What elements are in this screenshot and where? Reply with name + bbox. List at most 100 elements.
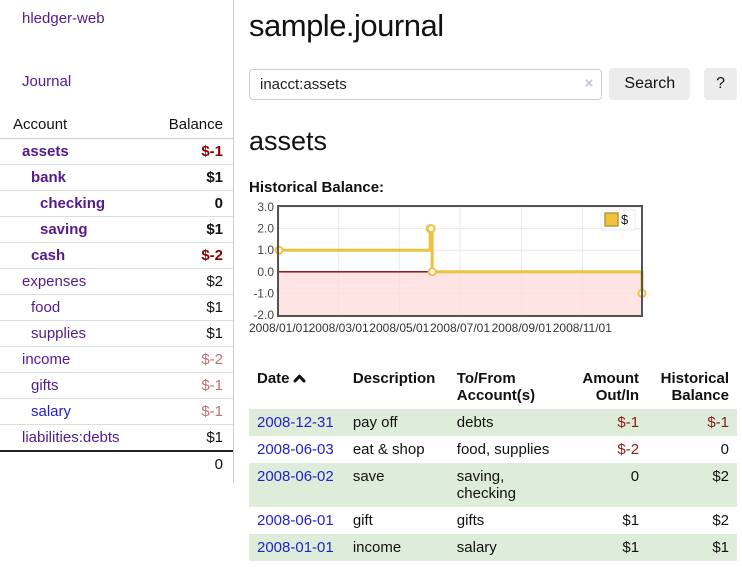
transaction-amount: $1 [571, 507, 648, 534]
transaction-balance: $-1 [647, 409, 737, 436]
search-input[interactable] [249, 69, 602, 100]
help-button[interactable]: ? [704, 68, 737, 100]
account-balance: $1 [142, 217, 233, 243]
account-row: expenses $2 [0, 269, 233, 295]
transaction-balance: $2 [647, 463, 737, 507]
account-link-food[interactable]: food [31, 299, 60, 316]
account-link-salary[interactable]: salary [31, 403, 71, 420]
account-link-saving[interactable]: saving [40, 221, 88, 238]
main-content: sample.journal × Search ? assets Histori… [234, 0, 742, 561]
transaction-description: eat & shop [345, 436, 449, 463]
account-link-supplies[interactable]: supplies [31, 325, 86, 342]
register-col-amount: Amount Out/In [571, 365, 648, 409]
account-link-expenses[interactable]: expenses [22, 273, 86, 290]
sort-ascending-icon [293, 371, 306, 388]
balance-chart-svg: 3.02.01.00.0-1.0-2.02008/01/012008/03/01… [249, 202, 649, 348]
brand-link[interactable]: hledger-web [0, 8, 233, 27]
svg-text:2008/11/01: 2008/11/01 [553, 321, 612, 335]
svg-text:2008/09/01: 2008/09/01 [492, 321, 552, 335]
svg-text:1.0: 1.0 [257, 243, 274, 257]
balance-chart: 3.02.01.00.0-1.0-2.02008/01/012008/03/01… [249, 202, 737, 353]
account-link-income[interactable]: income [22, 351, 70, 368]
search-bar: × Search ? [249, 68, 737, 100]
svg-text:-1.0: -1.0 [253, 286, 274, 300]
account-balance: $1 [142, 165, 233, 191]
transaction-description: gift [345, 507, 449, 534]
account-link-checking[interactable]: checking [40, 195, 105, 212]
search-button[interactable]: Search [609, 68, 690, 100]
accounts-col-account: Account [0, 112, 142, 139]
account-link-assets[interactable]: assets [22, 143, 69, 160]
svg-text:2008/03/01: 2008/03/01 [309, 321, 369, 335]
account-balance: $-2 [142, 347, 233, 373]
account-balance: $2 [142, 269, 233, 295]
sidebar-item-journal[interactable]: Journal [22, 73, 233, 90]
account-balance: $-2 [142, 243, 233, 269]
svg-text:2.0: 2.0 [257, 222, 274, 236]
accounts-col-balance: Balance [142, 112, 233, 139]
transaction-balance: $2 [647, 507, 737, 534]
account-link-cash[interactable]: cash [31, 247, 65, 264]
accounts-header-row: Account Balance [0, 112, 233, 139]
accounts-total-value: 0 [142, 451, 233, 477]
transaction-accounts: saving, checking [449, 463, 571, 507]
svg-text:2008/07/01: 2008/07/01 [430, 321, 490, 335]
transaction-accounts: debts [449, 409, 571, 436]
register-row: 2008-01-01incomesalary$1$1 [249, 534, 737, 561]
svg-text:2008/05/01: 2008/05/01 [369, 321, 429, 335]
register-col-description: Description [345, 365, 449, 409]
account-balance: $1 [142, 321, 233, 347]
search-box: × [249, 69, 602, 100]
transaction-date-link[interactable]: 2008-06-03 [257, 441, 334, 458]
account-row: income $-2 [0, 347, 233, 373]
register-header-row: Date Description To/From Account(s) Amou… [249, 365, 737, 409]
account-title: assets [249, 126, 737, 157]
account-row: checking 0 [0, 191, 233, 217]
transaction-accounts: food, supplies [449, 436, 571, 463]
transaction-accounts: salary [449, 534, 571, 561]
transaction-amount: $-2 [571, 436, 648, 463]
account-row: gifts $-1 [0, 373, 233, 399]
register-row: 2008-06-03 eat & shopfood, supplies$-20 [249, 436, 737, 463]
transaction-date-link[interactable]: 2008-12-31 [257, 414, 334, 431]
page-title: sample.journal [249, 8, 737, 44]
register-col-date[interactable]: Date [249, 365, 345, 409]
transaction-amount: $-1 [571, 409, 648, 436]
account-balance: 0 [142, 191, 233, 217]
transaction-balance: 0 [647, 436, 737, 463]
account-balance: $1 [142, 295, 233, 321]
account-row: salary$-1 [0, 399, 233, 425]
register-row: 2008-06-01giftgifts$1$2 [249, 507, 737, 534]
transaction-date-link[interactable]: 2008-06-02 [257, 468, 334, 485]
svg-text:-2.0: -2.0 [253, 308, 274, 322]
transaction-amount: 0 [571, 463, 648, 507]
account-balance: $-1 [142, 139, 233, 165]
transaction-date-link[interactable]: 2008-01-01 [257, 539, 334, 556]
accounts-table: Account Balance assets $-1 bank $1 checking 0… [0, 112, 233, 477]
svg-text:3.0: 3.0 [257, 202, 274, 214]
account-row: food $1 [0, 295, 233, 321]
account-link-liabilities-debts[interactable]: liabilities:debts [22, 429, 120, 446]
sidebar: hledger-web Journal Account Balance asse… [0, 0, 234, 483]
clear-search-icon[interactable]: × [585, 76, 594, 92]
account-row: liabilities:debts$1 [0, 425, 233, 452]
app-window: hledger-web Journal Account Balance asse… [0, 0, 742, 561]
svg-text:2008/01/01: 2008/01/01 [249, 321, 309, 335]
transaction-balance: $1 [647, 534, 737, 561]
transaction-description: pay off [345, 409, 449, 436]
transaction-date-link[interactable]: 2008-06-01 [257, 512, 334, 529]
transaction-amount: $1 [571, 534, 648, 561]
account-row: saving $1 [0, 217, 233, 243]
account-link-gifts[interactable]: gifts [31, 377, 59, 394]
accounts-total-row: 0 [0, 451, 233, 477]
register-col-balance: Historical Balance [647, 365, 737, 409]
account-row: cash $-2 [0, 243, 233, 269]
account-link-bank[interactable]: bank [31, 169, 66, 186]
register-table: Date Description To/From Account(s) Amou… [249, 365, 737, 561]
register-row: 2008-06-02 savesaving, checking0$2 [249, 463, 737, 507]
chart-label: Historical Balance: [249, 179, 737, 196]
svg-text:$: $ [621, 212, 629, 227]
transaction-description: save [345, 463, 449, 507]
account-balance: $-1 [142, 373, 233, 399]
register-row: 2008-12-31pay offdebts$-1$-1 [249, 409, 737, 436]
